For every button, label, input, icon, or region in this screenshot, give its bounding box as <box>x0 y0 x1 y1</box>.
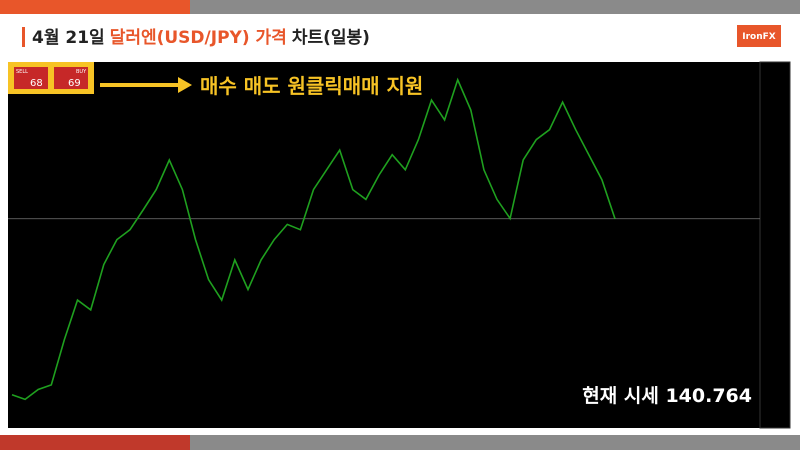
price-axis <box>759 61 791 429</box>
top-stripe <box>190 0 800 14</box>
title-pair: 달러엔(USD/JPY) 가격 <box>110 27 287 48</box>
arrow-head <box>178 77 192 93</box>
logo: IronFX <box>742 32 776 42</box>
sell-price: 68 <box>30 78 43 89</box>
chart-area <box>8 62 790 428</box>
price-series <box>11 77 616 401</box>
bottom-stripe <box>0 435 190 450</box>
title-marker <box>22 27 25 47</box>
sell-label: SELL <box>16 69 28 75</box>
current-price: 현재 시세 140.764 <box>582 385 752 407</box>
banner: 매수 매도 원클릭매매 지원 <box>200 74 423 98</box>
top-stripe <box>0 0 190 14</box>
sell-button[interactable] <box>14 67 48 89</box>
logo-box <box>737 25 781 47</box>
buy-label: BUY <box>76 69 87 75</box>
title: 4월 21일 달러엔(USD/JPY) 가격 차트(일봉) <box>32 27 370 48</box>
buy-button[interactable] <box>54 67 88 89</box>
title-date: 4월 21일 <box>32 28 105 48</box>
buy-price: 69 <box>68 78 81 89</box>
title-suffix: 차트(일봉) <box>292 28 370 48</box>
bottom-stripe <box>190 435 800 450</box>
